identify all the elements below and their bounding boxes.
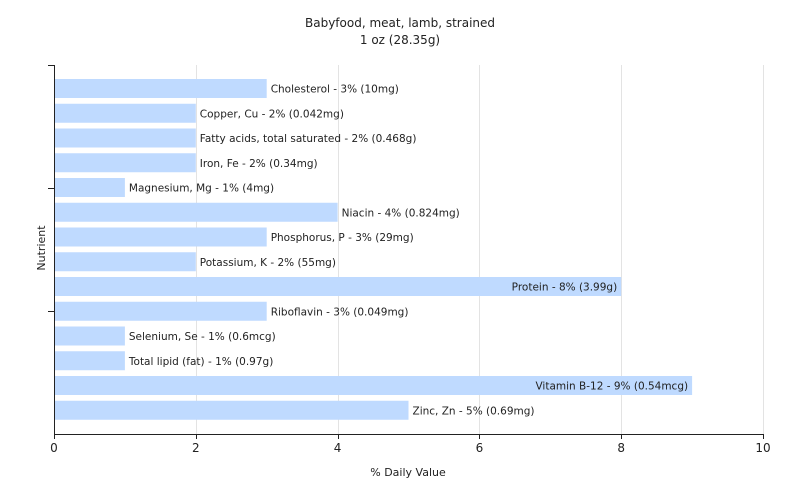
y-axis-label: Nutrient	[35, 225, 48, 271]
x-tick-label: 0	[50, 441, 58, 455]
bar	[55, 326, 125, 346]
x-tick-label: 8	[617, 441, 625, 455]
chart-title: Babyfood, meat, lamb, strained	[305, 16, 495, 30]
bar	[55, 103, 196, 123]
bar-label: Copper, Cu - 2% (0.042mg)	[200, 108, 344, 120]
bar-label: Potassium, K - 2% (55mg)	[200, 257, 336, 269]
bar-label: Magnesium, Mg - 1% (4mg)	[129, 183, 274, 195]
bar-label: Riboflavin - 3% (0.049mg)	[271, 306, 409, 318]
bar	[55, 178, 125, 197]
bar	[55, 351, 125, 371]
bar-label: Cholesterol - 3% (10mg)	[271, 84, 399, 96]
bar-label: Protein - 8% (3.99g)	[512, 282, 618, 294]
bar-label: Total lipid (fat) - 1% (0.97g)	[128, 356, 273, 368]
x-tick-label: 2	[192, 441, 200, 455]
bar-label: Selenium, Se - 1% (0.6mcg)	[129, 331, 276, 343]
bar-label: Iron, Fe - 2% (0.34mg)	[200, 158, 318, 170]
bar	[55, 277, 622, 296]
bar-label: Phosphorus, P - 3% (29mg)	[271, 232, 414, 244]
bar	[55, 227, 267, 247]
bar-label: Fatty acids, total saturated - 2% (0.468…	[200, 133, 417, 145]
bar-labels: Cholesterol - 3% (10mg) Copper, Cu - 2% (…	[128, 84, 688, 418]
axes: 0 2 4 6 8 10	[48, 65, 771, 455]
bar-label: Zinc, Zn - 5% (0.69mg)	[413, 405, 535, 417]
bars	[55, 79, 693, 420]
bar-label: Vitamin B-12 - 9% (0.54mcg)	[535, 381, 688, 393]
bar	[55, 153, 196, 173]
bar	[55, 301, 267, 321]
bar	[55, 79, 267, 98]
bar	[55, 128, 196, 148]
x-tick-label: 10	[755, 441, 770, 455]
bar	[55, 252, 196, 272]
x-tick-label: 6	[476, 441, 484, 455]
bar	[55, 400, 409, 420]
bar	[55, 202, 338, 222]
chart-subtitle: 1 oz (28.35g)	[360, 33, 440, 47]
grid-lines	[196, 65, 764, 434]
x-tick-label: 4	[334, 441, 342, 455]
bar-label: Niacin - 4% (0.824mg)	[342, 207, 460, 219]
x-axis-label: % Daily Value	[370, 466, 446, 479]
bar	[55, 376, 693, 395]
